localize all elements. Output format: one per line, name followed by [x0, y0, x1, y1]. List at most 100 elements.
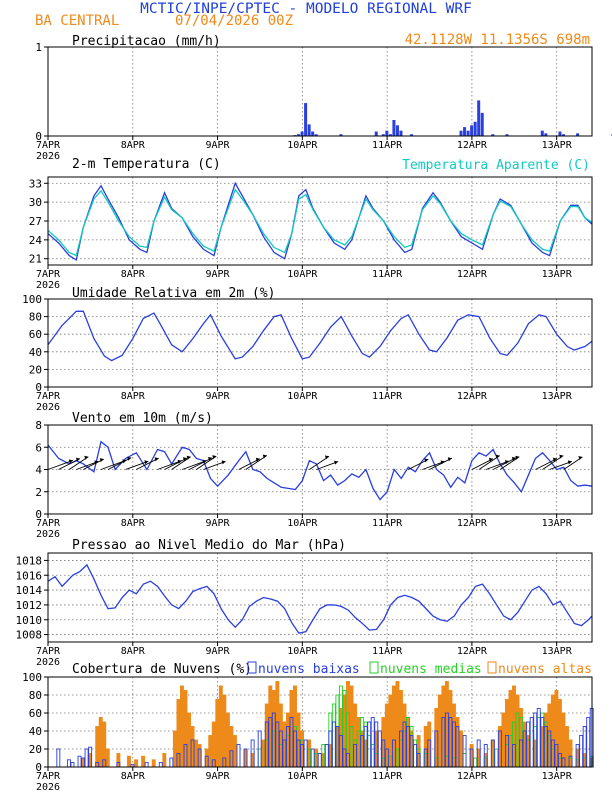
wind-arrowhead: [99, 458, 104, 463]
bar-nuvens-altas: [406, 717, 410, 768]
bar-nuvens-altas: [381, 717, 386, 768]
wind-arrowhead: [488, 457, 493, 462]
bar-nuvens-altas: [264, 703, 269, 768]
wind-arrow: [549, 460, 572, 470]
bar-nuvens-baixas: [413, 744, 418, 768]
bar-nuvens-altas: [172, 730, 177, 768]
wind-arrowhead: [154, 457, 159, 462]
series-line-temperatura-aparente-c-: [47, 188, 593, 257]
y-tick-label: 2: [35, 486, 42, 499]
bar-nuvens-altas: [268, 685, 273, 768]
bar-nuvens-altas: [360, 730, 365, 768]
x-year-label: 2026: [36, 782, 60, 792]
wind-arrow: [238, 458, 261, 470]
bar-nuvens-altas: [455, 717, 460, 768]
legend-swatch: [369, 661, 379, 674]
bar-nuvens-altas: [448, 690, 453, 768]
y-tick-label: 60: [29, 707, 42, 720]
bar-nuvens-altas: [437, 694, 442, 768]
wind-arrowhead: [515, 455, 520, 460]
y-tick-label: 1012: [16, 599, 43, 612]
wind-arrowhead: [559, 454, 564, 459]
bar-nuvens-altas: [384, 703, 389, 768]
bar-precipitacao: [473, 121, 477, 136]
bar-nuvens-altas: [282, 721, 287, 768]
y-tick-label: 4: [35, 464, 42, 477]
bar-nuvens-altas: [565, 726, 569, 768]
y-tick-label: 1: [35, 41, 42, 54]
bar-nuvens-medias: [494, 748, 499, 768]
x-tick-label: 10APR: [287, 391, 318, 402]
x-tick-label: 13APR: [542, 646, 573, 657]
x-year-label: 2026: [36, 402, 60, 413]
bar-nuvens-altas: [105, 748, 110, 768]
y-tick-label: 21: [29, 253, 42, 266]
bar-precipitacao: [374, 131, 378, 136]
bar-nuvens-baixas: [310, 748, 315, 768]
bar-precipitacao: [463, 127, 467, 136]
wind-arrowhead: [221, 460, 226, 465]
bar-nuvens-altas: [141, 755, 146, 768]
panel-title: Umidade Relativa em 2m (%): [72, 286, 276, 301]
bar-nuvens-altas: [533, 739, 538, 768]
wind-arrowhead: [495, 454, 500, 459]
x-tick-label: 9APR: [206, 269, 231, 280]
bar-nuvens-altas: [402, 703, 407, 768]
bar-nuvens-medias: [473, 757, 478, 768]
bar-nuvens-baixas: [303, 739, 308, 768]
bar-precipitacao: [505, 134, 509, 136]
x-tick-label: 8APR: [121, 646, 146, 657]
panel-title: Vento em 10m (m/s): [72, 411, 213, 426]
legend-label: nuvens baixas: [258, 662, 360, 677]
bar-precipitacao: [491, 134, 495, 136]
bar-nuvens-altas: [98, 717, 103, 768]
x-tick-label: 8APR: [121, 771, 146, 782]
x-tick-label: 10APR: [287, 646, 318, 657]
x-tick-label: 11APR: [372, 140, 403, 151]
bar-nuvens-altas: [459, 730, 463, 768]
wind-arrow: [157, 460, 182, 470]
bar-nuvens-baixas: [56, 748, 61, 768]
wind-arrow: [107, 457, 132, 470]
bar-nuvens-baixas: [317, 753, 322, 768]
bar-nuvens-altas: [232, 735, 237, 768]
bar-nuvens-altas: [314, 748, 319, 768]
x-tick-label: 11APR: [372, 518, 403, 529]
bar-nuvens-altas: [423, 726, 428, 768]
wind-arrow: [83, 458, 105, 470]
y-tick-label: 40: [29, 725, 42, 738]
bar-nuvens-altas: [441, 685, 446, 768]
y-tick-label: 80: [29, 689, 42, 702]
bar-precipitacao: [307, 124, 311, 136]
bar-nuvens-altas: [225, 712, 230, 768]
wind-arrow: [316, 461, 339, 470]
x-tick-label: 10APR: [287, 269, 318, 280]
y-tick-label: 100: [22, 671, 42, 684]
bar-nuvens-altas: [476, 748, 481, 768]
bar-precipitacao: [477, 100, 481, 136]
bar-precipitacao: [399, 130, 403, 136]
bar-nuvens-baixas: [331, 721, 336, 768]
panel-3: 0 20 40 60 80 100 7APR 8APR 9APR 10APR 11APR 12APR 1…: [22, 286, 593, 413]
plot-frame: [47, 46, 593, 137]
wind-arrow: [422, 460, 445, 470]
x-tick-label: 10APR: [287, 771, 318, 782]
wind-arrowhead: [325, 455, 329, 460]
legend-label: nuvens medias: [380, 662, 482, 677]
bar-nuvens-altas: [285, 712, 290, 768]
wind-arrow: [58, 458, 81, 470]
x-tick-label: 7APR: [36, 140, 61, 151]
bar-precipitacao: [561, 134, 565, 136]
panel-5: 1008 1010 1012 1014 1016 1018 7APR 8APR 9APR 10AP…: [16, 538, 593, 668]
y-tick-label: 100: [22, 293, 42, 306]
y-tick-label: 30: [29, 196, 42, 209]
bar-nuvens-altas: [515, 694, 520, 768]
bar-nuvens-altas: [275, 681, 280, 768]
plot-frame: [47, 298, 593, 388]
bar-nuvens-altas: [151, 759, 156, 768]
bar-nuvens-altas: [215, 699, 220, 768]
bar-nuvens-altas: [582, 753, 587, 768]
x-tick-label: 12APR: [457, 140, 488, 151]
y-tick-label: 1016: [16, 569, 43, 582]
wind-arrow: [535, 458, 558, 470]
